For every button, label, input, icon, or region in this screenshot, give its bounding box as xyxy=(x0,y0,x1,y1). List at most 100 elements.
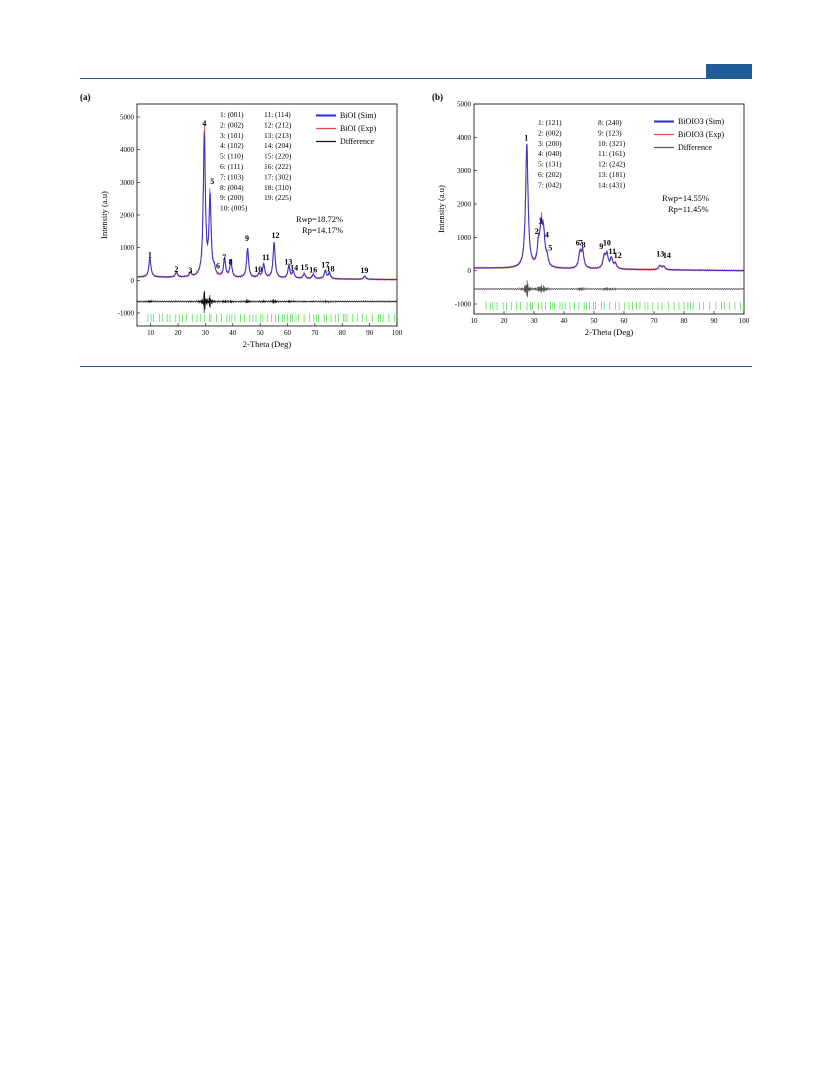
hkl-entry: 3: (200) xyxy=(538,139,562,148)
peak-label: 2 xyxy=(174,265,178,274)
x-tick-label: 60 xyxy=(621,317,629,325)
peak-label: 9 xyxy=(245,234,249,243)
hkl-entry: 4: (040) xyxy=(538,149,562,158)
x-tick-label: 60 xyxy=(284,329,292,337)
hkl-entry: 9: (200) xyxy=(220,193,244,202)
peak-label: 11 xyxy=(262,253,270,262)
peak-label: 9 xyxy=(599,242,603,251)
y-tick-label: 4000 xyxy=(120,146,135,154)
peak-label: 13 xyxy=(656,250,664,259)
peak-label: 18 xyxy=(326,264,334,273)
hkl-entry: 5: (131) xyxy=(538,160,562,169)
y-tick-label: 3000 xyxy=(120,179,135,187)
peak-label: 11 xyxy=(609,247,617,256)
y-tick-label: 2000 xyxy=(457,201,472,209)
y-tick-label: 1000 xyxy=(120,244,135,252)
peak-label: 14 xyxy=(290,264,298,273)
peak-label: 10 xyxy=(603,239,611,248)
hkl-entry: 11: (161) xyxy=(598,149,626,158)
chart-b-xrd-bioio3: (b) 10 20 30 40 50 60 70 80 90 100 -1000 0 1000 2000 30… xyxy=(432,92,750,337)
hkl-entry: 4: (102) xyxy=(220,141,244,150)
hkl-entry: 9: (123) xyxy=(598,128,622,137)
bragg-reflection-ticks xyxy=(485,302,741,310)
hkl-entry: 16: (222) xyxy=(264,162,292,171)
plot-frame xyxy=(473,103,745,315)
hkl-entry: 10: (321) xyxy=(598,139,626,148)
x-tick-label: 10 xyxy=(147,329,155,337)
y-tick-label: 2000 xyxy=(120,212,135,220)
peak-label: 6 xyxy=(216,262,220,271)
peak-label: 4 xyxy=(545,230,549,239)
hkl-entry: 12: (212) xyxy=(264,120,292,129)
hkl-entry: 2: (002) xyxy=(538,128,562,137)
hkl-entry: 6: (202) xyxy=(538,170,562,179)
fit-statistic: Rp=11.45% xyxy=(668,204,709,214)
x-tick-label: 20 xyxy=(175,329,183,337)
peak-label: 5 xyxy=(548,244,552,253)
peak-label: 6 xyxy=(576,239,580,248)
series-sim-line xyxy=(474,144,744,272)
hkl-entry: 10: (005) xyxy=(220,204,248,213)
series-sim-line xyxy=(136,131,397,281)
hkl-entry: 18: (310) xyxy=(264,183,292,192)
x-tick-label: 80 xyxy=(681,317,689,325)
peak-label: 15 xyxy=(300,263,308,272)
x-tick-label: 90 xyxy=(366,329,374,337)
y-tick-label: 3000 xyxy=(457,167,472,175)
y-tick-label: 5000 xyxy=(120,114,135,122)
peak-label: 8 xyxy=(582,240,586,249)
journal-corner-tab xyxy=(706,64,752,78)
x-tick-label: 30 xyxy=(531,317,539,325)
x-tick-label: 50 xyxy=(257,329,265,337)
series-difference-line xyxy=(473,280,745,298)
peak-label: 10 xyxy=(254,265,262,274)
series-difference-line xyxy=(136,290,398,314)
peak-label: 1 xyxy=(148,250,152,259)
legend-label: Difference xyxy=(340,137,375,146)
peak-label: 4 xyxy=(202,119,206,128)
bragg-reflection-ticks xyxy=(147,314,395,322)
x-tick-label: 70 xyxy=(311,329,319,337)
x-tick-label: 50 xyxy=(591,317,599,325)
y-tick-label: 4000 xyxy=(457,134,472,142)
peak-label: 1 xyxy=(524,134,528,143)
y-tick-label: 5000 xyxy=(457,101,472,109)
peak-label: 7 xyxy=(222,253,226,262)
hkl-entry: 1: (001) xyxy=(220,110,244,119)
hkl-entry: 5: (110) xyxy=(220,152,244,161)
peak-label: 7 xyxy=(579,239,583,248)
y-tick-label: -1000 xyxy=(455,301,472,309)
top-divider xyxy=(80,78,752,79)
y-axis-title: Intensity (a.u) xyxy=(99,191,109,239)
legend-label: Difference xyxy=(678,143,713,152)
x-tick-label: 90 xyxy=(711,317,719,325)
peak-label: 3 xyxy=(539,217,543,226)
hkl-entry: 19: (225) xyxy=(264,193,292,202)
x-tick-label: 40 xyxy=(229,329,237,337)
legend-label: BiOI (Sim) xyxy=(340,111,377,120)
y-tick-label: 1000 xyxy=(457,234,472,242)
panel-label: (a) xyxy=(80,92,91,102)
hkl-entry: 11: (114) xyxy=(264,110,291,119)
peak-label: 16 xyxy=(309,265,317,274)
legend-label: BiOI (Exp) xyxy=(340,124,377,133)
x-tick-label: 100 xyxy=(739,317,750,325)
fit-statistic: Rp=14.17% xyxy=(302,225,343,235)
x-tick-label: 40 xyxy=(561,317,569,325)
hkl-entry: 17: (302) xyxy=(264,172,292,181)
hkl-entry: 6: (111) xyxy=(220,162,244,171)
peak-label: 14 xyxy=(663,251,671,260)
peak-label: 17 xyxy=(321,261,329,270)
hkl-entry: 2: (002) xyxy=(220,120,244,129)
x-axis-title: 2-Theta (Deg) xyxy=(243,339,292,349)
hkl-entry: 7: (042) xyxy=(538,180,562,189)
peak-label: 12 xyxy=(614,251,622,260)
legend-label: BiOIO3 (Exp) xyxy=(678,130,724,139)
x-tick-label: 100 xyxy=(392,329,403,337)
hkl-entry: 12: (242) xyxy=(598,160,626,169)
hkl-entry: 13: (181) xyxy=(598,170,626,179)
hkl-entry: 13: (213) xyxy=(264,131,292,140)
hkl-entry: 3: (101) xyxy=(220,131,244,140)
hkl-entry: 8: (240) xyxy=(598,118,622,127)
hkl-entry: 14: (431) xyxy=(598,180,626,189)
